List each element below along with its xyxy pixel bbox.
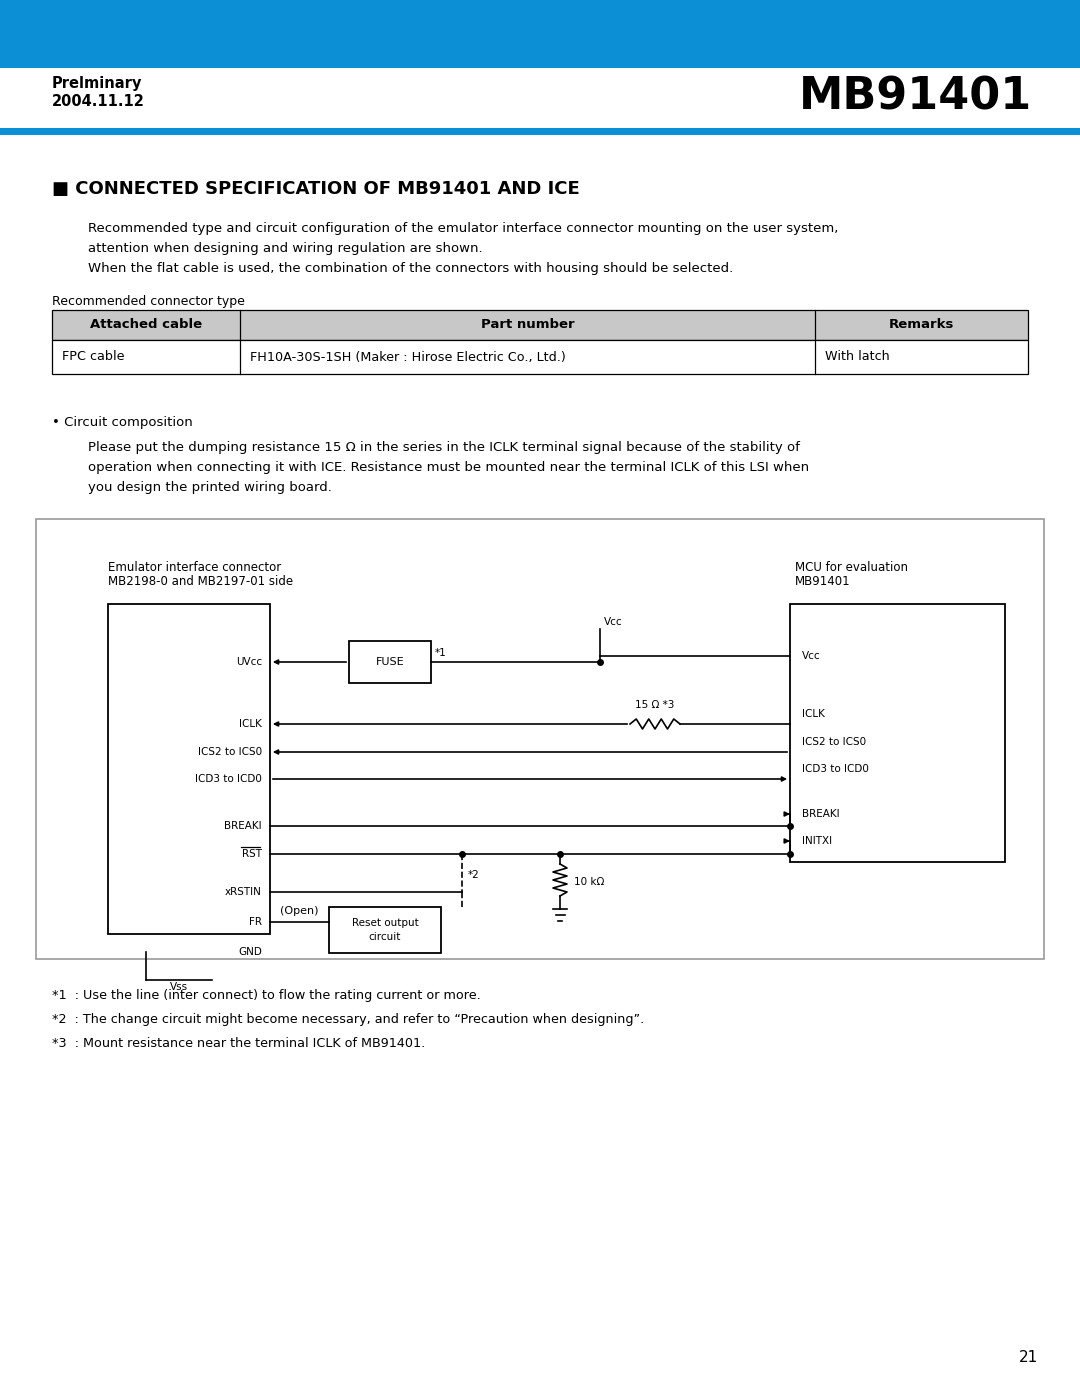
Text: With latch: With latch: [825, 351, 890, 363]
Text: BREAKI: BREAKI: [225, 821, 262, 831]
Text: you design the printed wiring board.: you design the printed wiring board.: [87, 481, 332, 495]
Text: *3  : Mount resistance near the terminal ICLK of MB91401.: *3 : Mount resistance near the terminal …: [52, 1037, 426, 1051]
Bar: [329, 907, 441, 953]
Text: UVcc: UVcc: [235, 657, 262, 666]
Text: 2004.11.12: 2004.11.12: [52, 94, 145, 109]
Text: ICS2 to ICS0: ICS2 to ICS0: [198, 747, 262, 757]
Text: 21: 21: [1018, 1350, 1038, 1365]
Text: ICD3 to ICD0: ICD3 to ICD0: [195, 774, 262, 784]
Text: attention when designing and wiring regulation are shown.: attention when designing and wiring regu…: [87, 242, 483, 256]
Text: ICLK: ICLK: [239, 719, 262, 729]
Text: Part number: Part number: [481, 319, 575, 331]
Text: 15 Ω *3: 15 Ω *3: [635, 700, 675, 710]
Bar: [52, 339, 1028, 374]
Text: *1  : Use the line (inter connect) to flow the rating current or more.: *1 : Use the line (inter connect) to flo…: [52, 989, 481, 1002]
Bar: [108, 604, 270, 935]
Text: Attached cable: Attached cable: [90, 319, 202, 331]
Text: Vcc: Vcc: [604, 617, 623, 627]
Bar: [0, 129, 1080, 136]
Text: *2: *2: [468, 870, 480, 880]
Text: Vss: Vss: [170, 982, 188, 992]
Text: Remarks: Remarks: [889, 319, 955, 331]
Text: BREAKI: BREAKI: [802, 809, 839, 819]
Text: RST: RST: [242, 849, 262, 859]
Text: Prelminary: Prelminary: [52, 75, 143, 91]
Text: ICD3 to ICD0: ICD3 to ICD0: [802, 764, 869, 774]
Text: Emulator interface connector: Emulator interface connector: [108, 562, 281, 574]
Text: 10 kΩ: 10 kΩ: [573, 877, 605, 887]
Text: *2  : The change circuit might become necessary, and refer to “Precaution when d: *2 : The change circuit might become nec…: [52, 1013, 645, 1025]
Text: *1: *1: [435, 648, 447, 658]
Text: FUSE: FUSE: [376, 657, 404, 666]
Text: ■ CONNECTED SPECIFICATION OF MB91401 AND ICE: ■ CONNECTED SPECIFICATION OF MB91401 AND…: [52, 180, 580, 198]
Bar: [52, 310, 1028, 339]
Bar: [0, 0, 1080, 68]
Text: FPC cable: FPC cable: [62, 351, 124, 363]
Text: (Open): (Open): [280, 907, 319, 916]
Text: MCU for evaluation: MCU for evaluation: [795, 562, 908, 574]
Text: MB91401: MB91401: [795, 576, 851, 588]
Text: FH10A-30S-1SH (Maker : Hirose Electric Co., Ltd.): FH10A-30S-1SH (Maker : Hirose Electric C…: [249, 351, 566, 363]
Bar: [36, 520, 1044, 958]
Text: Reset output: Reset output: [352, 918, 418, 928]
Text: ICS2 to ICS0: ICS2 to ICS0: [802, 738, 866, 747]
Text: INITXI: INITXI: [802, 835, 832, 847]
Text: MB2198-0 and MB2197-01 side: MB2198-0 and MB2197-01 side: [108, 576, 293, 588]
Text: ICLK: ICLK: [802, 710, 825, 719]
Text: Vcc: Vcc: [802, 651, 821, 661]
Text: Recommended connector type: Recommended connector type: [52, 295, 245, 307]
Text: circuit: circuit: [368, 932, 401, 942]
Text: GND: GND: [238, 947, 262, 957]
Text: MB91401: MB91401: [799, 75, 1032, 119]
Bar: [349, 641, 431, 683]
Bar: [789, 604, 1005, 862]
Text: operation when connecting it with ICE. Resistance must be mounted near the termi: operation when connecting it with ICE. R…: [87, 461, 809, 474]
Text: Recommended type and circuit configuration of the emulator interface connector m: Recommended type and circuit configurati…: [87, 222, 838, 235]
Text: When the flat cable is used, the combination of the connectors with housing shou: When the flat cable is used, the combina…: [87, 263, 733, 275]
Text: xRSTIN: xRSTIN: [225, 887, 262, 897]
Text: FR: FR: [249, 916, 262, 928]
Text: Please put the dumping resistance 15 Ω in the series in the ICLK terminal signal: Please put the dumping resistance 15 Ω i…: [87, 441, 800, 454]
Text: • Circuit composition: • Circuit composition: [52, 416, 192, 429]
